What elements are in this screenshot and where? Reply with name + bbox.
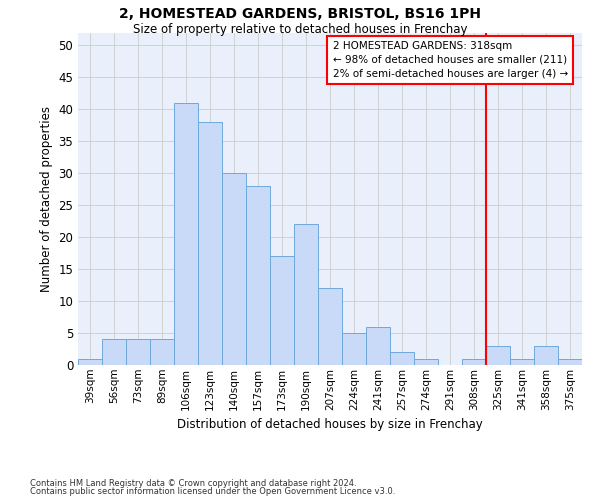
Bar bbox=[510, 358, 534, 365]
Bar bbox=[102, 340, 126, 365]
Bar bbox=[246, 186, 270, 365]
Bar bbox=[174, 103, 198, 365]
Bar bbox=[534, 346, 558, 365]
Bar bbox=[462, 358, 486, 365]
Bar bbox=[78, 358, 102, 365]
Y-axis label: Number of detached properties: Number of detached properties bbox=[40, 106, 53, 292]
Bar bbox=[198, 122, 222, 365]
Bar bbox=[318, 288, 342, 365]
Bar bbox=[414, 358, 438, 365]
Text: Size of property relative to detached houses in Frenchay: Size of property relative to detached ho… bbox=[133, 22, 467, 36]
Text: 2, HOMESTEAD GARDENS, BRISTOL, BS16 1PH: 2, HOMESTEAD GARDENS, BRISTOL, BS16 1PH bbox=[119, 8, 481, 22]
Bar bbox=[366, 326, 390, 365]
Bar bbox=[222, 173, 246, 365]
Bar bbox=[294, 224, 318, 365]
Bar bbox=[486, 346, 510, 365]
Bar bbox=[558, 358, 582, 365]
Bar bbox=[126, 340, 150, 365]
Text: Contains HM Land Registry data © Crown copyright and database right 2024.: Contains HM Land Registry data © Crown c… bbox=[30, 478, 356, 488]
Bar bbox=[342, 333, 366, 365]
Text: Contains public sector information licensed under the Open Government Licence v3: Contains public sector information licen… bbox=[30, 487, 395, 496]
X-axis label: Distribution of detached houses by size in Frenchay: Distribution of detached houses by size … bbox=[177, 418, 483, 431]
Text: 2 HOMESTEAD GARDENS: 318sqm
← 98% of detached houses are smaller (211)
2% of sem: 2 HOMESTEAD GARDENS: 318sqm ← 98% of det… bbox=[332, 41, 568, 79]
Bar bbox=[270, 256, 294, 365]
Bar bbox=[390, 352, 414, 365]
Bar bbox=[150, 340, 174, 365]
